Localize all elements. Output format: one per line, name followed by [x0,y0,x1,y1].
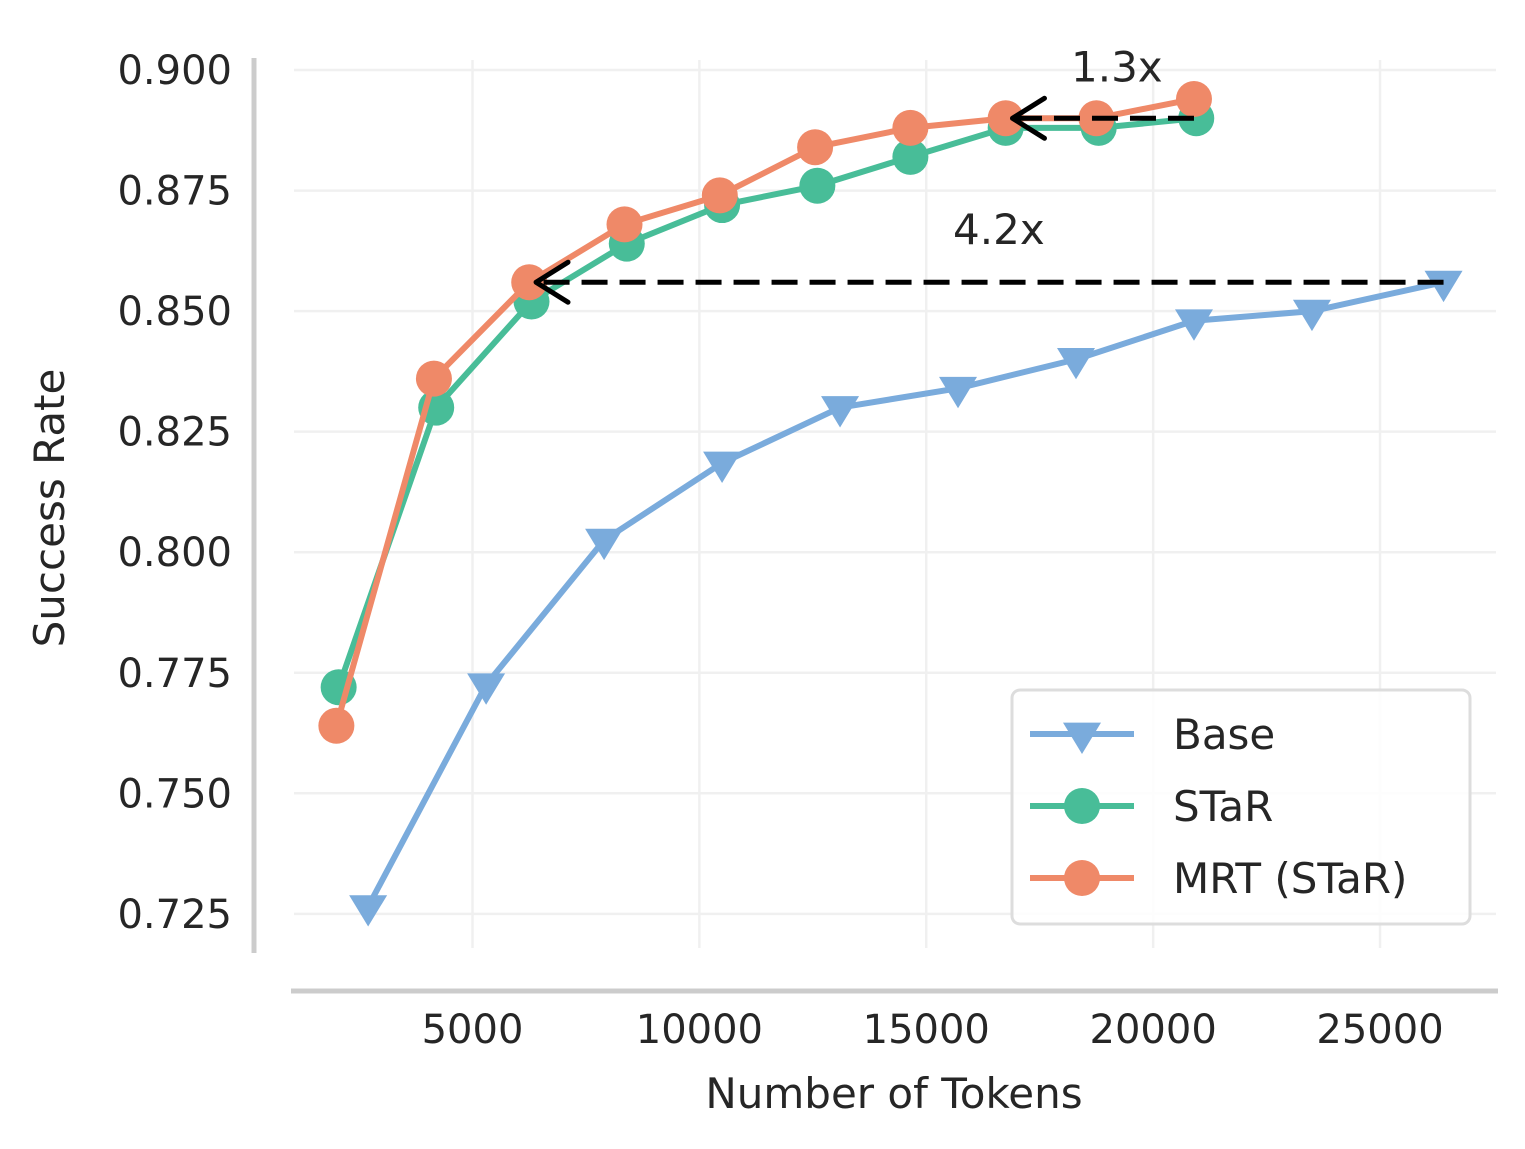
speedup-label: 1.3x [1071,43,1163,92]
x-tick-label: 10000 [636,1007,763,1053]
series-line [333,95,1197,729]
arrow-head [533,259,571,305]
x-axis-label: Number of Tokens [705,1069,1082,1118]
x-ticks: 5000 10000 15000 20000 25000 [422,1007,1444,1053]
y-tick-label: 0.850 [117,289,232,335]
annotations: 1.3x 4.2x [533,43,1444,305]
legend-item: Base [1030,710,1275,759]
legend-item: MRT (STaR) [1030,854,1407,903]
legend-label: Base [1173,710,1275,759]
speedup-label: 4.2x [953,205,1045,254]
data-point [892,138,929,175]
data-point [1174,309,1213,341]
legend-label: MRT (STaR) [1173,854,1407,903]
data-point [799,167,836,204]
y-tick-label: 0.725 [117,892,232,938]
legend-box [1010,688,1472,926]
legend-label: STaR [1173,782,1273,831]
legend-item: STaR [1030,782,1273,831]
data-point [1175,80,1212,117]
data-point [318,707,355,744]
data-point [939,376,978,409]
data-point [467,673,506,705]
legend-items: Base STaR MRT (STaR) [1030,710,1407,903]
data-point [701,177,738,214]
data-point [511,264,548,301]
data-point [606,206,643,243]
y-tick-label: 0.750 [117,771,232,817]
data-point [987,100,1024,137]
data-point [349,895,388,927]
series-line [335,115,1200,691]
y-tick-label: 0.875 [117,169,232,215]
x-tick-label: 25000 [1316,1007,1443,1053]
data-point [415,360,452,397]
y-tick-label: 0.775 [117,651,232,697]
x-tick-label: 15000 [863,1007,990,1053]
arrow-head [1009,95,1047,141]
y-axis-label: Success Rate [25,369,74,648]
data-point [892,109,929,146]
y-tick-label: 0.825 [117,410,232,456]
data-point [1292,299,1331,332]
data-point [1424,270,1463,303]
y-tick-label: 0.900 [117,48,232,94]
data-point [1057,347,1096,380]
data-point [821,396,860,428]
y-tick-label: 0.800 [117,530,232,576]
series-line [365,279,1447,910]
series-mrt-star [318,80,1212,744]
legend-marker [1064,860,1100,896]
x-tick-label: 20000 [1090,1007,1217,1053]
series-base [349,270,1463,927]
data-point [703,451,742,483]
x-tick-label: 5000 [422,1007,524,1053]
series-group [318,80,1463,927]
data-point [797,129,834,166]
legend-marker [1063,722,1101,754]
legend: Base STaR MRT (STaR) [1010,688,1472,926]
legend-marker [1064,788,1100,824]
data-point [585,528,624,561]
y-ticks: 0.725 0.750 0.775 0.800 0.825 0.850 0.875 0.900 [117,48,232,938]
